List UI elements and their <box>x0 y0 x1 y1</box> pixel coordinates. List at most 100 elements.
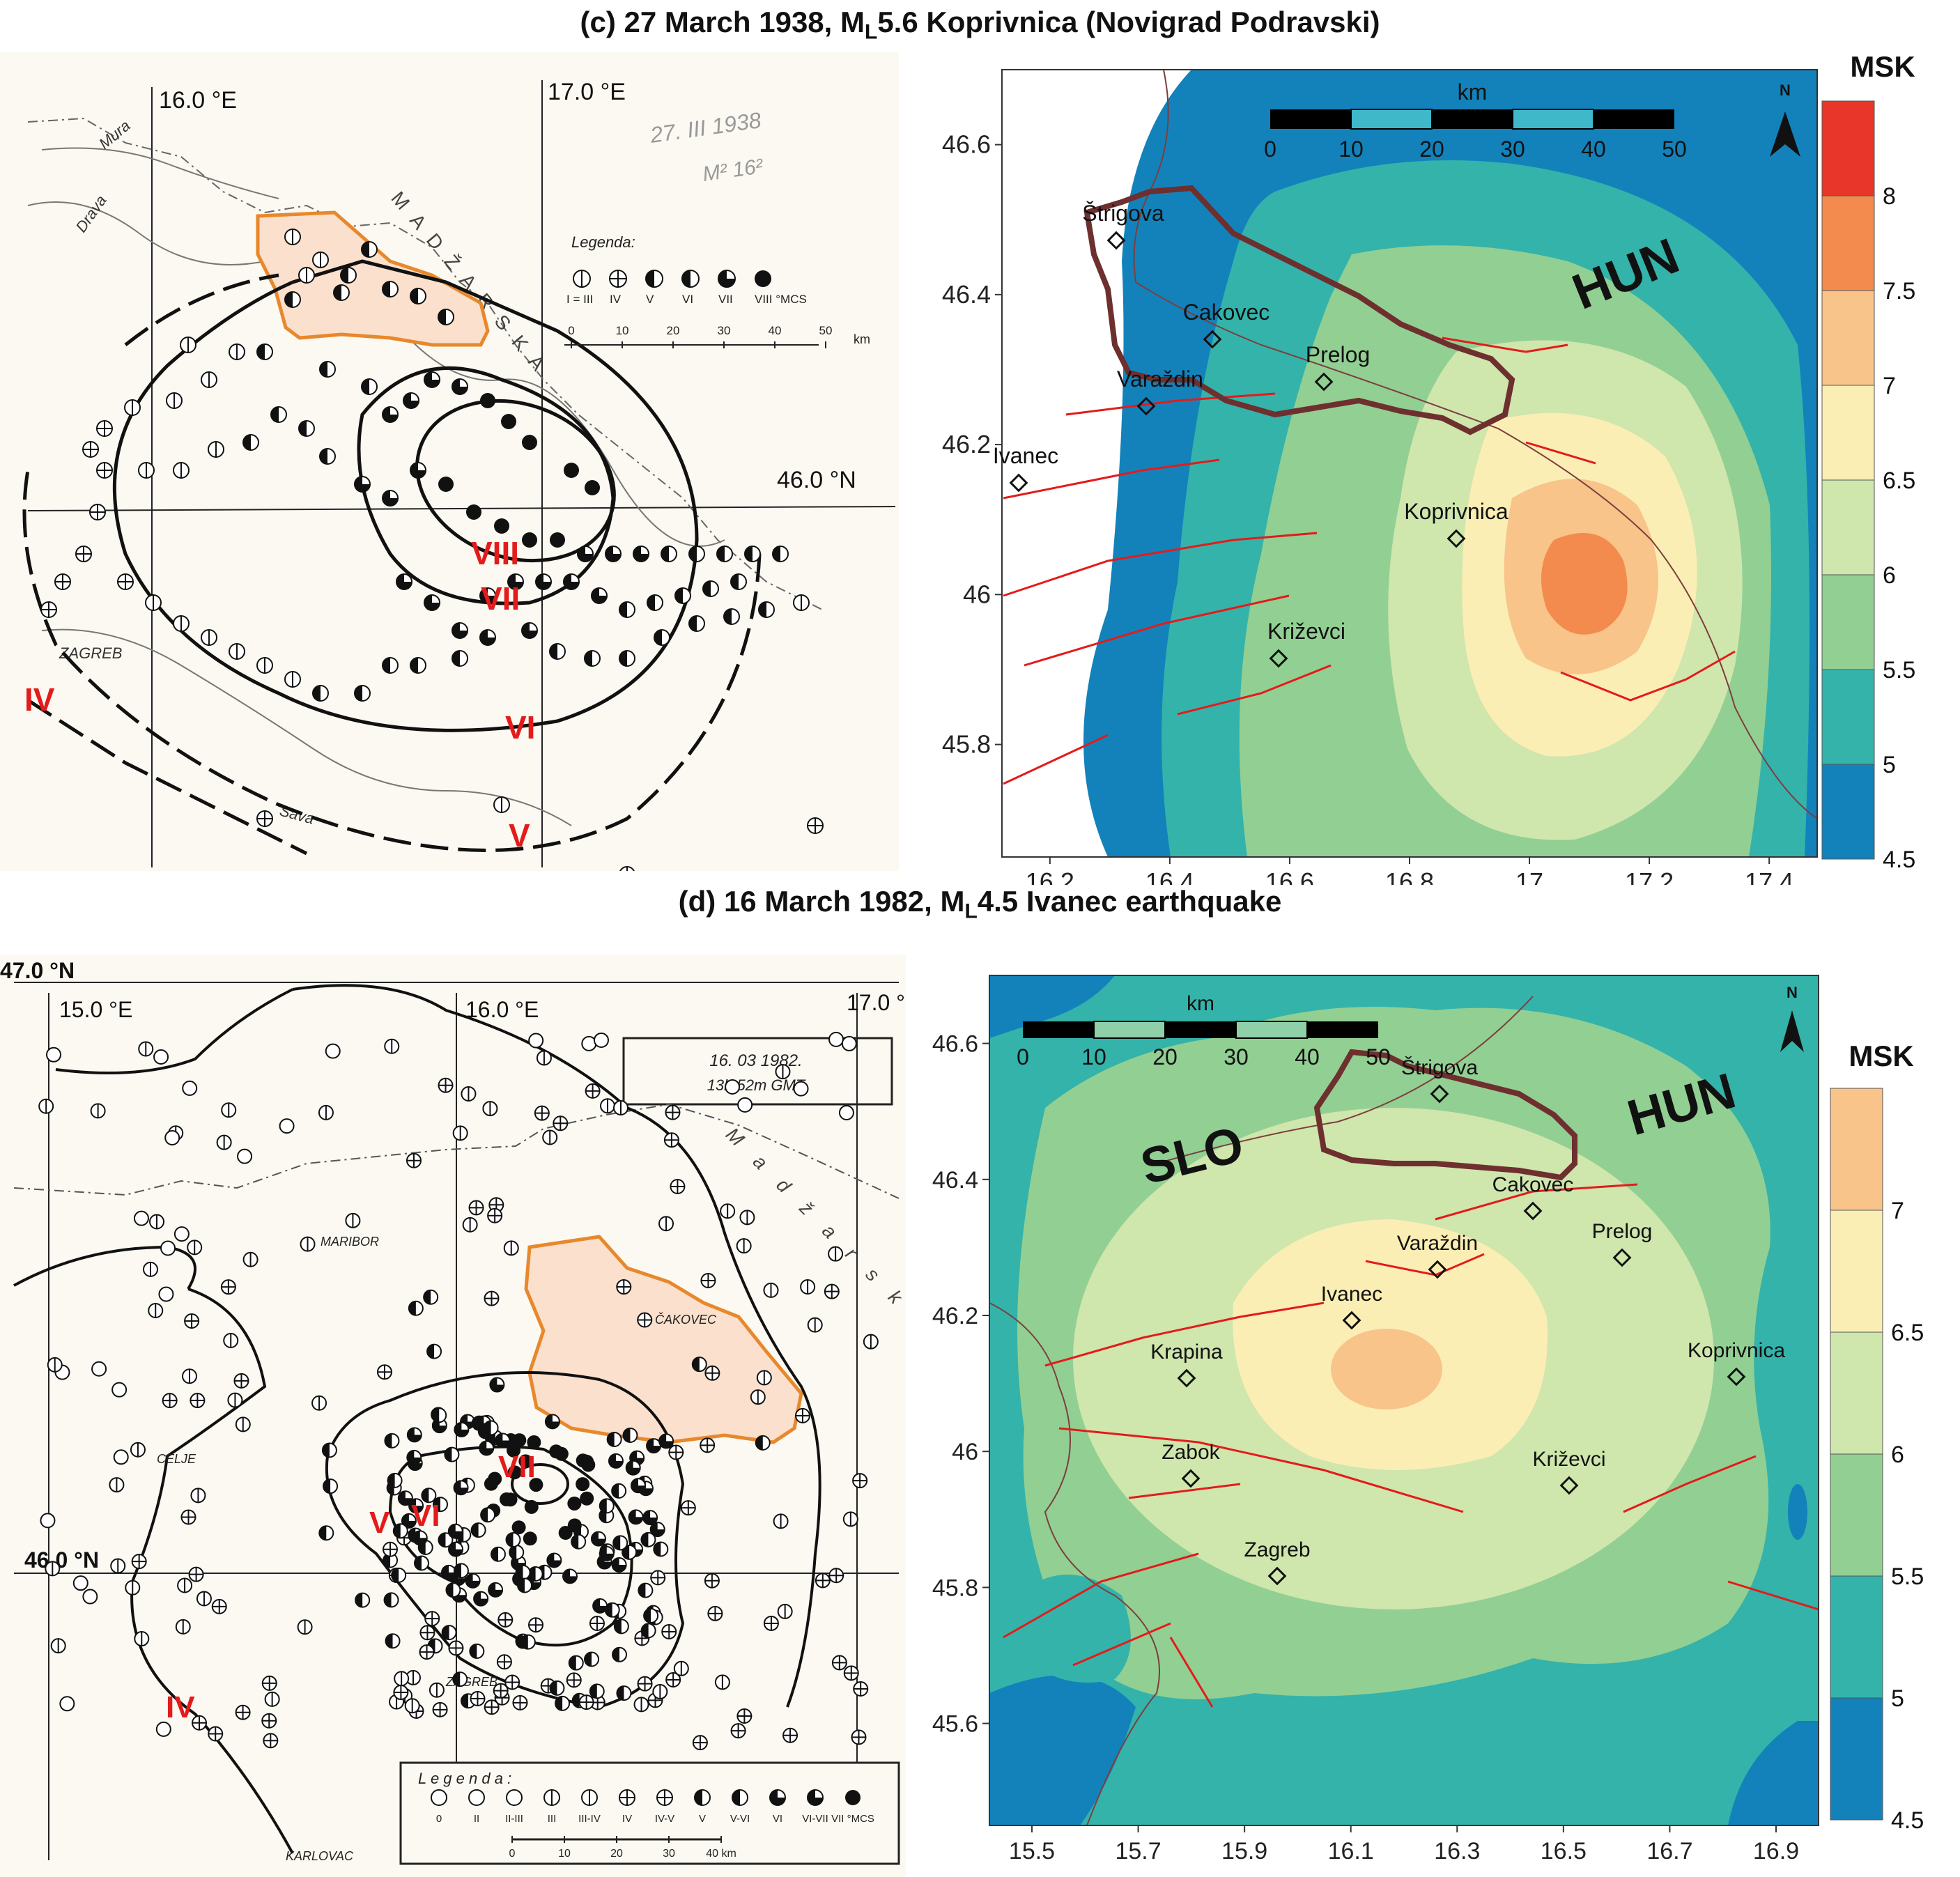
intensity-symbol <box>612 1535 628 1551</box>
lon-label-15: 15.0 °E <box>59 997 132 1022</box>
lon-tick-label: 17.2 <box>1625 867 1674 885</box>
intensity-symbol <box>549 643 566 660</box>
city-cakovec: ČAKOVEC <box>655 1312 717 1327</box>
intensity-symbol <box>423 1289 439 1305</box>
scale-tick-label: 10 <box>558 1848 571 1860</box>
intensity-symbol <box>319 448 336 465</box>
scale-unit: km <box>854 332 870 346</box>
intensity-symbol <box>692 1735 708 1751</box>
intensity-symbol <box>479 587 496 604</box>
intensity-symbol <box>619 866 635 871</box>
intensity-symbol <box>164 1130 180 1146</box>
contour-4.5-east <box>1788 1484 1807 1540</box>
intensity-symbol <box>470 1691 486 1707</box>
intensity-symbol <box>145 594 162 611</box>
intensity-symbol <box>445 1582 461 1598</box>
intensity-symbol <box>828 1568 844 1584</box>
intensity-symbol <box>182 1080 198 1096</box>
intensity-symbol <box>45 1561 61 1577</box>
intensity-symbol <box>438 477 454 492</box>
lon-tick-label: 15.9 <box>1221 1838 1267 1864</box>
colorbar-segment <box>1830 1697 1883 1821</box>
intensity-symbol <box>468 1789 485 1806</box>
colorbar-tick-label: 8 <box>1883 183 1896 210</box>
intensity-symbol <box>432 1497 448 1513</box>
intensity-symbol <box>838 1104 854 1120</box>
intensity-symbol <box>637 1676 653 1692</box>
intensity-symbol <box>312 685 329 702</box>
legend-label: VII °MCS <box>831 1813 874 1825</box>
intensity-symbol <box>487 1207 503 1223</box>
panel-d-model-map: 46.6 46.4 46.2 46 45.8 45.6 15.5 15.7 15.9 16.1 16… <box>906 955 1960 1877</box>
legend-label: II <box>474 1813 479 1825</box>
intensity-symbol <box>406 1449 422 1465</box>
place-label: Ivanec <box>1321 1283 1382 1306</box>
parallel-46 <box>27 506 896 511</box>
intensity-symbol <box>555 1695 571 1711</box>
intensity-symbol <box>628 1509 644 1525</box>
intensity-symbol <box>201 629 217 646</box>
colorbar-tick-label: 6.5 <box>1891 1320 1924 1346</box>
lon-tick-label: 16.3 <box>1434 1838 1480 1864</box>
intensity-symbol <box>763 1282 779 1298</box>
colorbar-tick-label: 4.5 <box>1891 1807 1924 1834</box>
isoseismal-label-iv: IV <box>24 681 55 718</box>
lon-label-17: 17.0 °E <box>847 990 906 1015</box>
colorbar-tick-label: 7 <box>1883 373 1896 399</box>
contour-5-west <box>1017 1575 1131 1683</box>
intensity-symbol <box>688 546 705 562</box>
intensity-symbol <box>270 406 287 423</box>
intensity-symbol <box>419 1625 435 1641</box>
river-line <box>1133 70 1817 819</box>
intensity-symbol <box>54 573 71 590</box>
intensity-symbol <box>590 1531 606 1547</box>
isoseismal-label-vii: VII <box>481 580 520 617</box>
intensity-symbol <box>394 1671 410 1687</box>
scale-tick-label: 30 <box>1500 137 1525 162</box>
colorbar-tick-label: 6 <box>1883 562 1896 589</box>
intensity-symbol <box>544 1414 560 1430</box>
intensity-symbol <box>658 1216 674 1232</box>
intensity-symbol <box>462 1216 478 1233</box>
intensity-symbol <box>807 1789 824 1806</box>
intensity-symbol <box>131 1554 147 1570</box>
intensity-symbol <box>404 1698 420 1714</box>
intensity-symbol <box>591 587 608 604</box>
intensity-symbol <box>656 1789 673 1806</box>
colorbar-tick-label: 5.5 <box>1891 1563 1924 1590</box>
intensity-symbol <box>82 1589 98 1605</box>
intensity-symbol <box>89 504 106 520</box>
intensity-symbol <box>718 270 736 288</box>
legend-label: VI <box>773 1813 782 1825</box>
intensity-symbol <box>501 414 516 429</box>
colorbar-tick-label: 7 <box>1891 1198 1904 1224</box>
river-label-mura: Mura <box>95 116 133 152</box>
intensity-symbol <box>424 1611 440 1627</box>
intensity-symbol <box>613 1619 629 1635</box>
colorbar-tick-label: 6.5 <box>1883 468 1915 494</box>
intensity-symbol <box>581 1789 598 1806</box>
legend-label: VI <box>682 293 693 306</box>
intensity-symbol <box>452 650 468 667</box>
intensity-symbol <box>488 1582 504 1598</box>
intensity-symbol <box>383 1552 399 1568</box>
intensity-symbol <box>638 1582 654 1598</box>
intensity-symbol <box>661 1623 677 1639</box>
isoseismal-label-iv: IV <box>166 1690 195 1724</box>
legend-label: V <box>699 1813 706 1825</box>
intensity-symbol <box>800 1279 816 1295</box>
intensity-symbol <box>534 1105 550 1121</box>
intensity-symbol <box>201 371 217 388</box>
intensity-symbol <box>589 1683 605 1699</box>
intensity-symbol <box>584 1651 600 1667</box>
place-marker: Križevci <box>1532 1448 1606 1495</box>
intensity-symbol <box>509 1544 525 1560</box>
intensity-symbol <box>581 1458 596 1472</box>
intensity-symbol <box>393 1685 409 1701</box>
intensity-symbol <box>573 270 591 288</box>
intensity-symbol <box>438 1532 454 1548</box>
intensity-symbol <box>522 435 537 450</box>
place-label: Prelog <box>1592 1220 1653 1243</box>
scale-ticks: 0 10 20 30 40 50 <box>1017 1044 1391 1069</box>
legend-label: I = III <box>566 293 593 306</box>
